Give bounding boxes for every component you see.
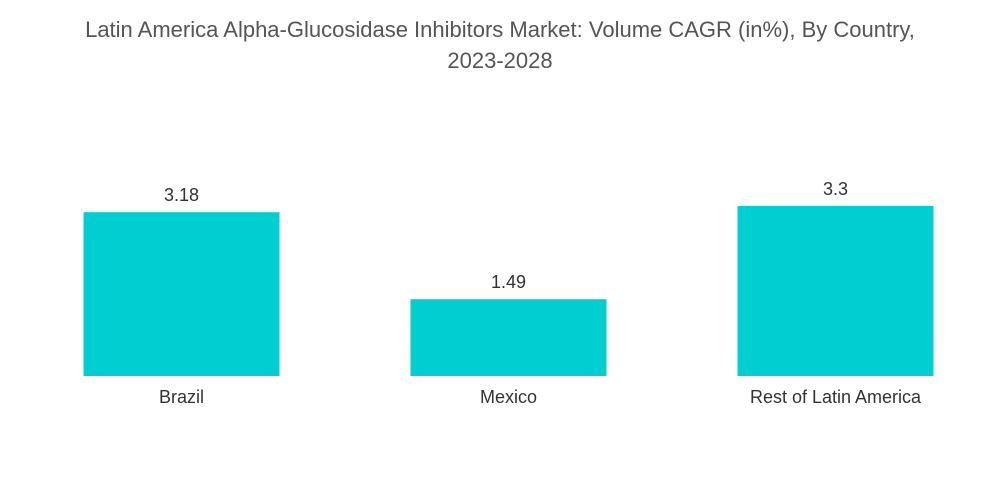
bar-3 [737,206,934,376]
chart-title-line-2: 2023-2028 [447,48,553,73]
category-label-1: Brazil [159,387,204,407]
category-label-3: Rest of Latin America [750,387,922,407]
value-label-3: 3.3 [823,179,848,199]
category-label-2: Mexico [480,387,537,407]
chart-title-line-1: Latin America Alpha-Glucosidase Inhibito… [85,17,915,42]
chart-title: Latin America Alpha-Glucosidase Inhibito… [0,14,1000,76]
value-label-1: 3.18 [164,185,199,205]
bar-1 [83,212,280,376]
value-label-2: 1.49 [491,272,526,292]
bar-2 [410,299,607,376]
